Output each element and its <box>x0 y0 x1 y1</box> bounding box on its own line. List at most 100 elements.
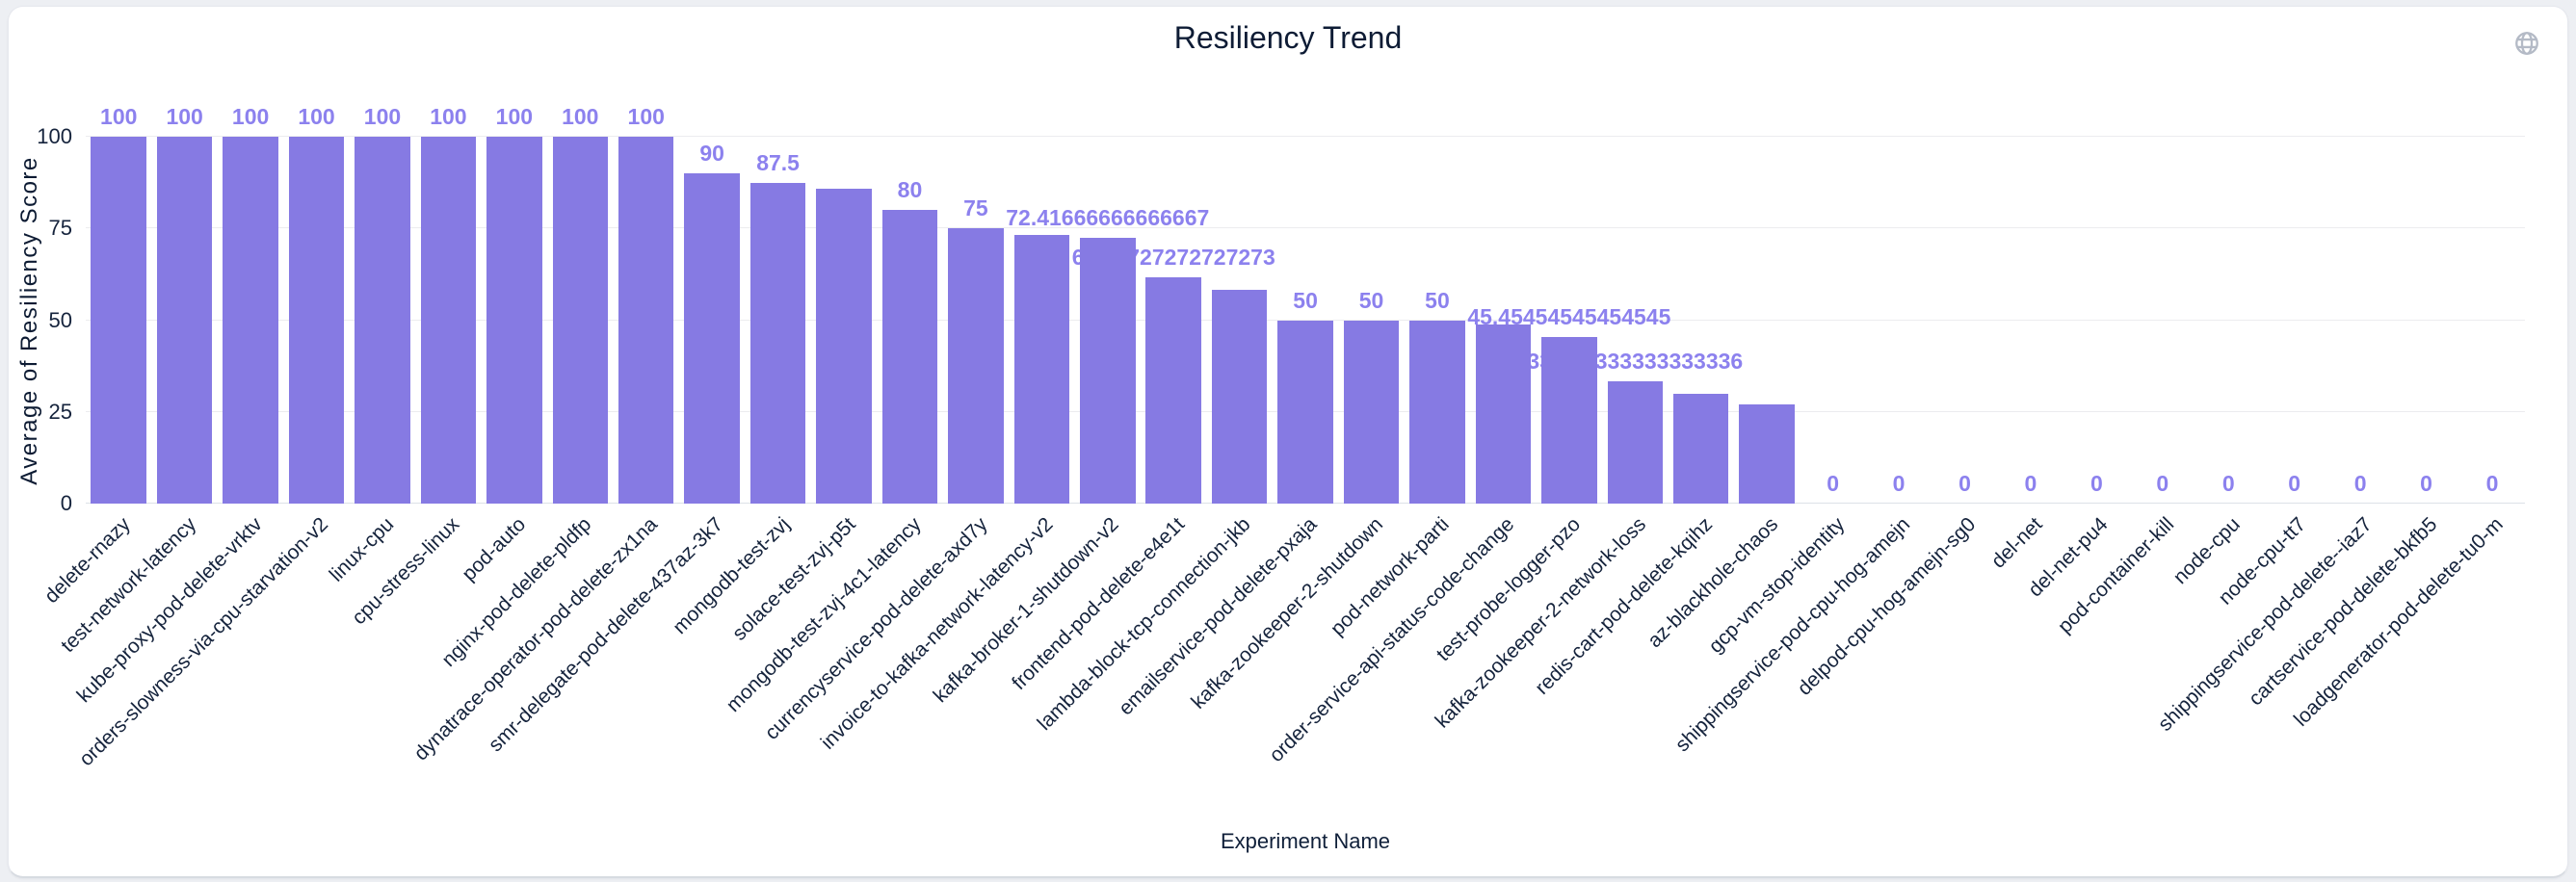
bar-value-label: 50 <box>1425 287 1450 313</box>
x-tick-label: pod-network-parti <box>1326 513 1454 640</box>
bar-value-label: 50 <box>1358 287 1384 313</box>
bar-group: 100 test-network-latency <box>57 104 217 657</box>
bar[interactable] <box>156 137 213 504</box>
bar[interactable] <box>1211 289 1268 504</box>
bar-group: 0 pod-container-kill <box>2054 137 2195 637</box>
bar-group: 87.5 mongodb-test-zvj <box>669 137 810 638</box>
bar-group: 0 loadgenerator-pod-delete-tu0-m <box>2290 137 2525 731</box>
bar-group: 100 nginx-pod-delete-pldfp <box>438 104 613 671</box>
bar-group: 100 cpu-stress-linux <box>348 104 481 629</box>
y-axis-title: Average of Resiliency Score <box>16 155 42 485</box>
bar[interactable] <box>1409 320 1465 504</box>
bar[interactable] <box>618 137 674 504</box>
bar[interactable] <box>1145 276 1201 504</box>
x-tick-label: smr-delegate-pod-delete-437az-3k7 <box>485 513 728 757</box>
x-tick-label: order-service-api-status-code-change <box>1265 513 1519 767</box>
bar-value-label: 0 <box>2024 471 2037 496</box>
bar[interactable] <box>1343 320 1400 504</box>
x-tick-label: solace-test-zvj-p5t <box>727 513 860 645</box>
bar[interactable] <box>948 228 1004 504</box>
gridline <box>86 136 2525 137</box>
bar[interactable] <box>1475 324 1532 504</box>
bar-value-label: 100 <box>363 104 402 129</box>
bar-group: 0 del-net-pu4 <box>2024 137 2129 601</box>
x-tick-label: invoice-to-kafka-network-latency-v2 <box>816 513 1058 754</box>
bar-value-label: 0 <box>2156 471 2169 496</box>
bar-value-label: 0 <box>2288 471 2301 496</box>
x-tick-label: mongodb-test-zvj <box>668 513 794 639</box>
bar-group: 90 smr-delegate-pod-delete-437az-3k7 <box>485 137 745 756</box>
bar[interactable] <box>420 137 477 504</box>
y-tick-label: 100 <box>37 124 72 148</box>
y-tick-label: 75 <box>48 216 72 241</box>
y-tick-label: 0 <box>60 491 72 515</box>
bar-group: 80 mongodb-test-zvj-4c1-latency <box>723 137 942 716</box>
bar-value-label: 100 <box>100 104 138 129</box>
bar-group: 75 currencyservice-pod-delete-axd7y <box>760 137 1009 744</box>
bar[interactable] <box>1277 320 1333 504</box>
bar[interactable] <box>1607 381 1664 504</box>
bar[interactable] <box>552 137 609 504</box>
bar-group: 50 kafka-zookeeper-2-shutdown <box>1187 137 1404 713</box>
bar-value-label: 50 <box>1293 287 1318 313</box>
x-tick-label: pod-container-kill <box>2053 513 2179 638</box>
y-tick-label: 25 <box>48 399 72 424</box>
bar[interactable] <box>1013 234 1070 504</box>
chart-card: Resiliency Trend Average of Resiliency S… <box>8 6 2568 878</box>
bar-group: 72.41666666666667 kafka-broker-1-shutdown… <box>930 137 1209 707</box>
bar-group: 100 linux-cpu <box>326 104 415 586</box>
bar[interactable] <box>486 137 542 504</box>
bar-value-label: 100 <box>166 104 203 129</box>
bar-value-label: 100 <box>495 104 534 129</box>
y-tick-label: 50 <box>48 307 72 332</box>
bar-value-label: 0 <box>2353 471 2367 496</box>
bar[interactable] <box>749 182 806 504</box>
bar-group: 0 node-cpu <box>2169 137 2261 588</box>
bar[interactable] <box>1672 393 1729 504</box>
bar-value-label: 100 <box>298 104 335 129</box>
bar-group: 50 pod-network-parti <box>1326 137 1470 640</box>
bar-value-label: 80 <box>897 177 923 203</box>
bar-group: 100 kube-proxy-pod-delete-vrktv <box>72 104 283 707</box>
bar-value-label: 0 <box>2485 471 2499 496</box>
bar[interactable] <box>881 210 938 504</box>
bar-group: 0 delpod-cpu-hog-amejn-sg0 <box>1794 137 1997 700</box>
bar-group: lambda-block-tcp-connection-jkb <box>1034 137 1272 735</box>
bar-group: redis-cart-pod-delete-kqihz <box>1531 137 1734 699</box>
bar[interactable] <box>816 188 872 504</box>
x-tick-label: orders-slowness-via-cpu-starvation-v2 <box>74 513 332 771</box>
bar[interactable] <box>355 137 410 504</box>
bar-group: az-blackhole-chaos <box>1643 137 1800 652</box>
x-tick-label: del-net <box>1986 513 2047 573</box>
bar[interactable] <box>223 137 278 504</box>
bar-group: 100 pod-auto <box>458 104 547 585</box>
bar-group: 0 shippingservice-pod-cpu-hog-amejn <box>1671 137 1932 756</box>
bar-group: 0 gcp-vm-stop-identity <box>1704 137 1865 658</box>
chart-title: Resiliency Trend <box>1173 20 1403 55</box>
bar-value-label: 75 <box>963 195 988 221</box>
bar[interactable] <box>288 137 345 504</box>
bar-group: 61.72727272727273 frontend-pod-delete-e4e… <box>1009 137 1275 694</box>
bar-value-label: 100 <box>627 104 665 129</box>
bar-value-label: 100 <box>430 104 467 129</box>
bar-value-label: 100 <box>231 104 270 129</box>
bar-group: 0 del-net <box>1986 137 2063 573</box>
bar-group: 100 delete-rnazy <box>40 104 151 608</box>
globe-icon[interactable] <box>2513 30 2540 57</box>
bar[interactable] <box>91 137 146 504</box>
bar-value-label: 0 <box>2090 471 2103 496</box>
gridline <box>86 227 2525 229</box>
bar-group: 100 dynatrace-operator-pod-delete-zx1na <box>410 104 679 765</box>
x-tick-label: dynatrace-operator-pod-delete-zx1na <box>409 513 662 765</box>
bar-value-label: 87.5 <box>756 149 800 175</box>
bar-group: 100 orders-slowness-via-cpu-starvation-v2 <box>75 104 349 770</box>
bar-group: 0 cartservice-pod-delete-bkfb5 <box>2245 137 2458 710</box>
bar[interactable] <box>1541 336 1597 504</box>
bar-group: invoice-to-kafka-network-latency-v2 <box>817 137 1074 754</box>
globe-icon-svg <box>2515 32 2538 55</box>
bar[interactable] <box>1080 238 1136 504</box>
gridline <box>86 319 2525 321</box>
bar[interactable] <box>684 173 740 504</box>
bar[interactable] <box>1739 404 1795 504</box>
